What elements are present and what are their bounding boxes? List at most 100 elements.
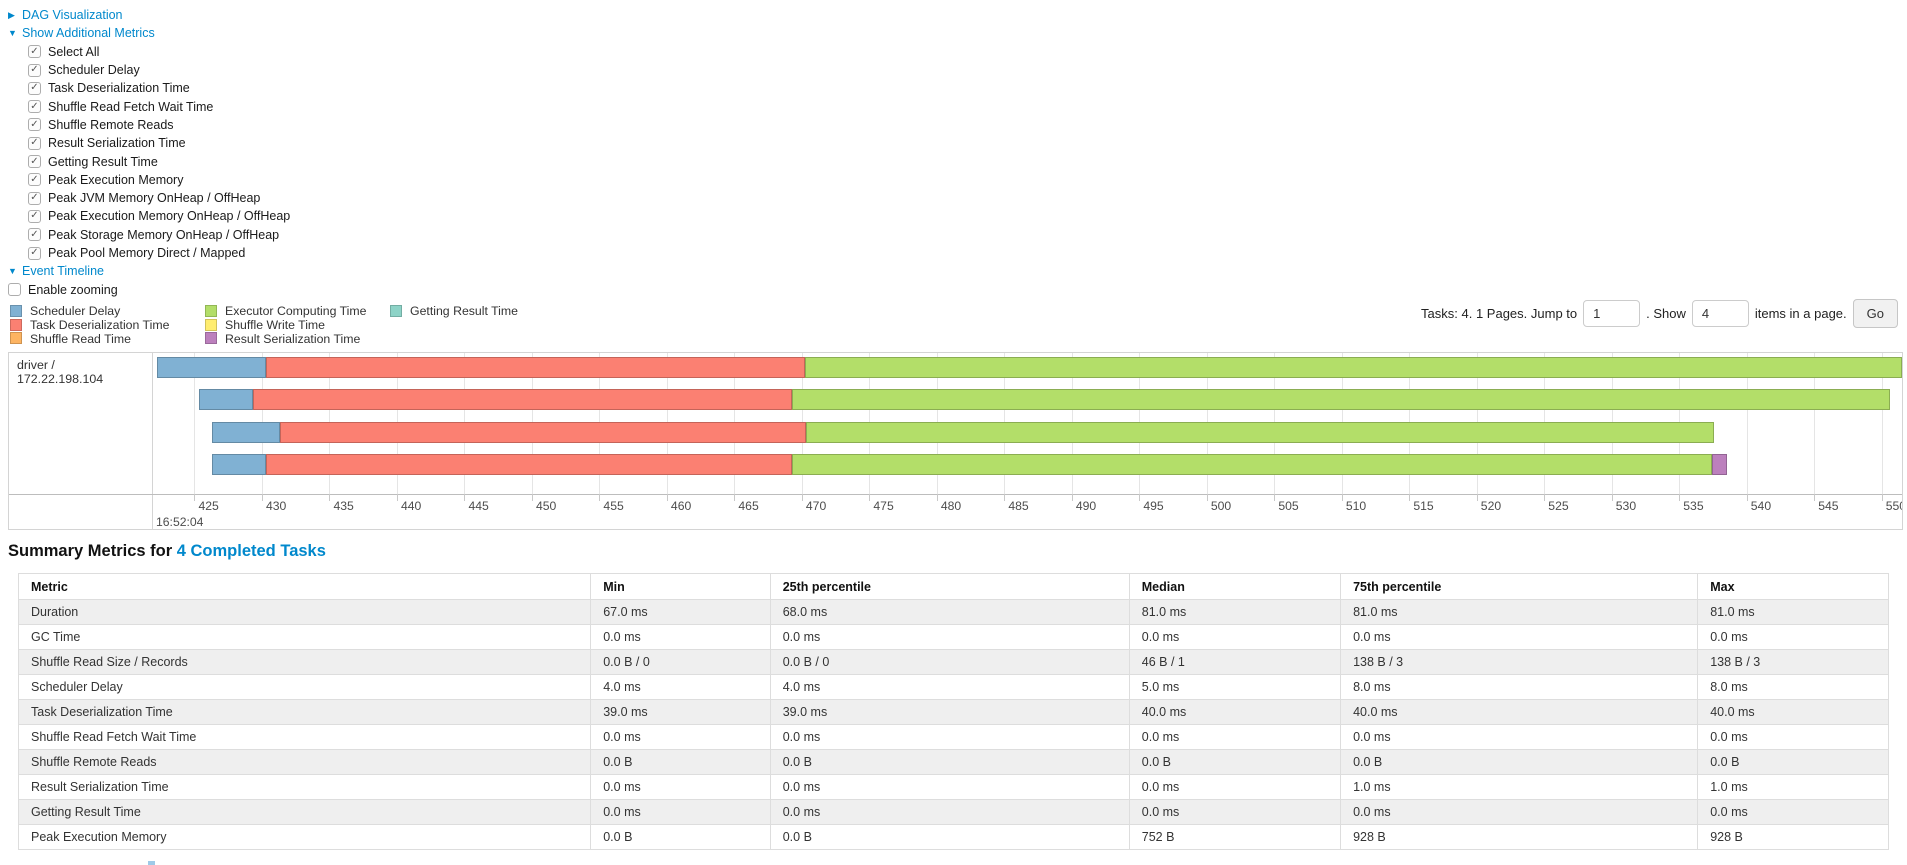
table-cell: 81.0 ms: [1340, 599, 1699, 625]
executor-computing-segment[interactable]: [804, 357, 1902, 378]
table-cell: Shuffle Read Fetch Wait Time: [17, 724, 592, 750]
timeline-plot-area[interactable]: [154, 353, 1902, 494]
table-cell: 81.0 ms: [1128, 599, 1342, 625]
task-deserialization-segment[interactable]: [266, 357, 805, 378]
checkbox-icon[interactable]: ✓: [28, 81, 41, 95]
scheduler-delay-segment[interactable]: [198, 389, 253, 411]
executor-computing-segment[interactable]: [805, 421, 1715, 443]
task-bar[interactable]: [154, 357, 1902, 378]
go-button[interactable]: Go: [1852, 299, 1898, 328]
checkbox-icon[interactable]: ✓: [28, 209, 41, 223]
task-bar[interactable]: [154, 421, 1902, 443]
tick-mark: [1206, 494, 1208, 501]
checkbox-icon[interactable]: ✓: [28, 246, 41, 260]
tick-mark: [1341, 494, 1343, 501]
clipped-content-below-fold: [148, 861, 155, 865]
event-timeline-link[interactable]: Event Timeline: [22, 264, 104, 279]
checkbox-icon[interactable]: ✓: [28, 173, 41, 187]
table-cell: 68.0 ms: [769, 599, 1130, 625]
checkbox-label: Result Serialization Time: [48, 136, 186, 151]
metric-checkbox-row: ✓ Shuffle Remote Reads: [8, 116, 290, 134]
task-deserialization-segment[interactable]: [252, 389, 793, 411]
table-cell: 0.0 B / 0: [590, 649, 771, 675]
jump-to-page-input[interactable]: [1583, 300, 1641, 327]
legend-swatch-icon: [10, 332, 22, 345]
tick-mark: [869, 494, 871, 501]
table-cell: 0.0 ms: [769, 724, 1130, 750]
enable-zooming-checkbox[interactable]: [8, 283, 21, 297]
table-cell: Duration: [17, 599, 592, 625]
event-timeline-toggle[interactable]: ▼ Event Timeline: [8, 262, 290, 280]
task-deserialization-segment[interactable]: [266, 453, 793, 475]
legend-column: Scheduler Delay Task Deserialization Time…: [10, 304, 205, 346]
executor-computing-segment[interactable]: [792, 389, 1890, 411]
timeline-legend: Scheduler Delay Task Deserialization Time…: [10, 304, 518, 346]
metric-checkbox-list: ✓ Select All ✓ Scheduler Delay ✓ Task Deseria…: [8, 43, 290, 263]
scheduler-delay-segment[interactable]: [212, 421, 280, 443]
checkbox-icon[interactable]: ✓: [28, 228, 41, 242]
scheduler-delay-segment[interactable]: [156, 357, 267, 378]
tick-mark: [936, 494, 938, 501]
legend-item: Task Deserialization Time: [10, 318, 205, 332]
table-cell: 0.0 B: [1128, 749, 1342, 775]
table-row: Result Serialization Time 0.0 ms 0.0 ms 0.0…: [17, 774, 1889, 800]
legend-swatch-icon: [10, 318, 22, 331]
stage-page-nav: ▶ DAG Visualization ▼ Show Additional Me…: [8, 6, 290, 299]
table-cell: 0.0 ms: [1697, 724, 1889, 750]
task-bar[interactable]: [154, 453, 1902, 475]
gridline: [1814, 353, 1816, 494]
checkbox-icon[interactable]: ✓: [28, 63, 41, 77]
table-row: Shuffle Read Fetch Wait Time 0.0 ms 0.0 ms…: [17, 724, 1889, 750]
executor-computing-segment[interactable]: [792, 453, 1712, 475]
table-cell: 0.0 ms: [1340, 799, 1699, 825]
table-cell: Result Serialization Time: [17, 774, 592, 800]
tick-mark: [666, 494, 668, 501]
tick-mark: [329, 494, 331, 501]
checkbox-label: Peak Execution Memory OnHeap / OffHeap: [48, 209, 291, 224]
column-header: 75th percentile: [1340, 573, 1699, 600]
tick-mark: [1476, 494, 1478, 501]
table-cell: 39.0 ms: [769, 699, 1130, 725]
tasks-count-text: Tasks: 4. 1 Pages. Jump to: [1421, 306, 1578, 321]
show-additional-metrics-toggle[interactable]: ▼ Show Additional Metrics: [8, 24, 290, 42]
checkbox-icon[interactable]: ✓: [28, 45, 41, 59]
task-deserialization-segment[interactable]: [279, 421, 806, 443]
table-cell: 0.0 ms: [769, 799, 1130, 825]
tick-mark: [801, 494, 803, 501]
table-cell: 0.0 B: [590, 749, 771, 775]
dag-visualization-link[interactable]: DAG Visualization: [22, 8, 123, 23]
result-serialization-segment[interactable]: [1711, 453, 1727, 475]
executor-group-label: driver / 172.22.198.104: [9, 353, 153, 529]
table-cell: Peak Execution Memory: [17, 824, 592, 850]
items-per-page-input[interactable]: [1691, 300, 1749, 327]
timeline-axis-line: [9, 494, 1902, 495]
tick-label: 490: [1075, 499, 1097, 513]
legend-item: Getting Result Time: [390, 304, 518, 318]
table-cell: 0.0 B: [769, 749, 1130, 775]
tick-mark: [599, 494, 601, 501]
checkbox-icon[interactable]: ✓: [28, 100, 41, 114]
checkbox-label: Task Deserialization Time: [48, 81, 190, 96]
items-in-page-text: items in a page.: [1754, 306, 1847, 321]
completed-tasks-link[interactable]: 4 Completed Tasks: [176, 542, 326, 560]
dag-visualization-toggle[interactable]: ▶ DAG Visualization: [8, 6, 290, 24]
chevron-down-icon: ▼: [8, 266, 17, 277]
legend-item: Scheduler Delay: [10, 304, 205, 318]
show-additional-metrics-link[interactable]: Show Additional Metrics: [22, 26, 155, 41]
checkbox-icon[interactable]: ✓: [28, 136, 41, 150]
checkbox-label: Select All: [48, 44, 100, 59]
metric-checkbox-row: ✓ Peak Execution Memory: [8, 171, 290, 189]
tick-mark: [1544, 494, 1546, 501]
legend-label: Getting Result Time: [410, 303, 518, 318]
legend-swatch-icon: [205, 332, 217, 345]
tick-label: 485: [1008, 499, 1029, 513]
task-bar[interactable]: [154, 389, 1902, 411]
tick-mark: [1409, 494, 1411, 501]
checkbox-icon[interactable]: ✓: [28, 118, 41, 132]
checkbox-icon[interactable]: ✓: [28, 155, 41, 169]
scheduler-delay-segment[interactable]: [212, 453, 267, 475]
tick-label: 545: [1818, 499, 1839, 513]
table-cell: Shuffle Read Size / Records: [17, 649, 592, 675]
table-cell: 46 B / 1: [1128, 649, 1342, 675]
checkbox-icon[interactable]: ✓: [28, 191, 41, 205]
